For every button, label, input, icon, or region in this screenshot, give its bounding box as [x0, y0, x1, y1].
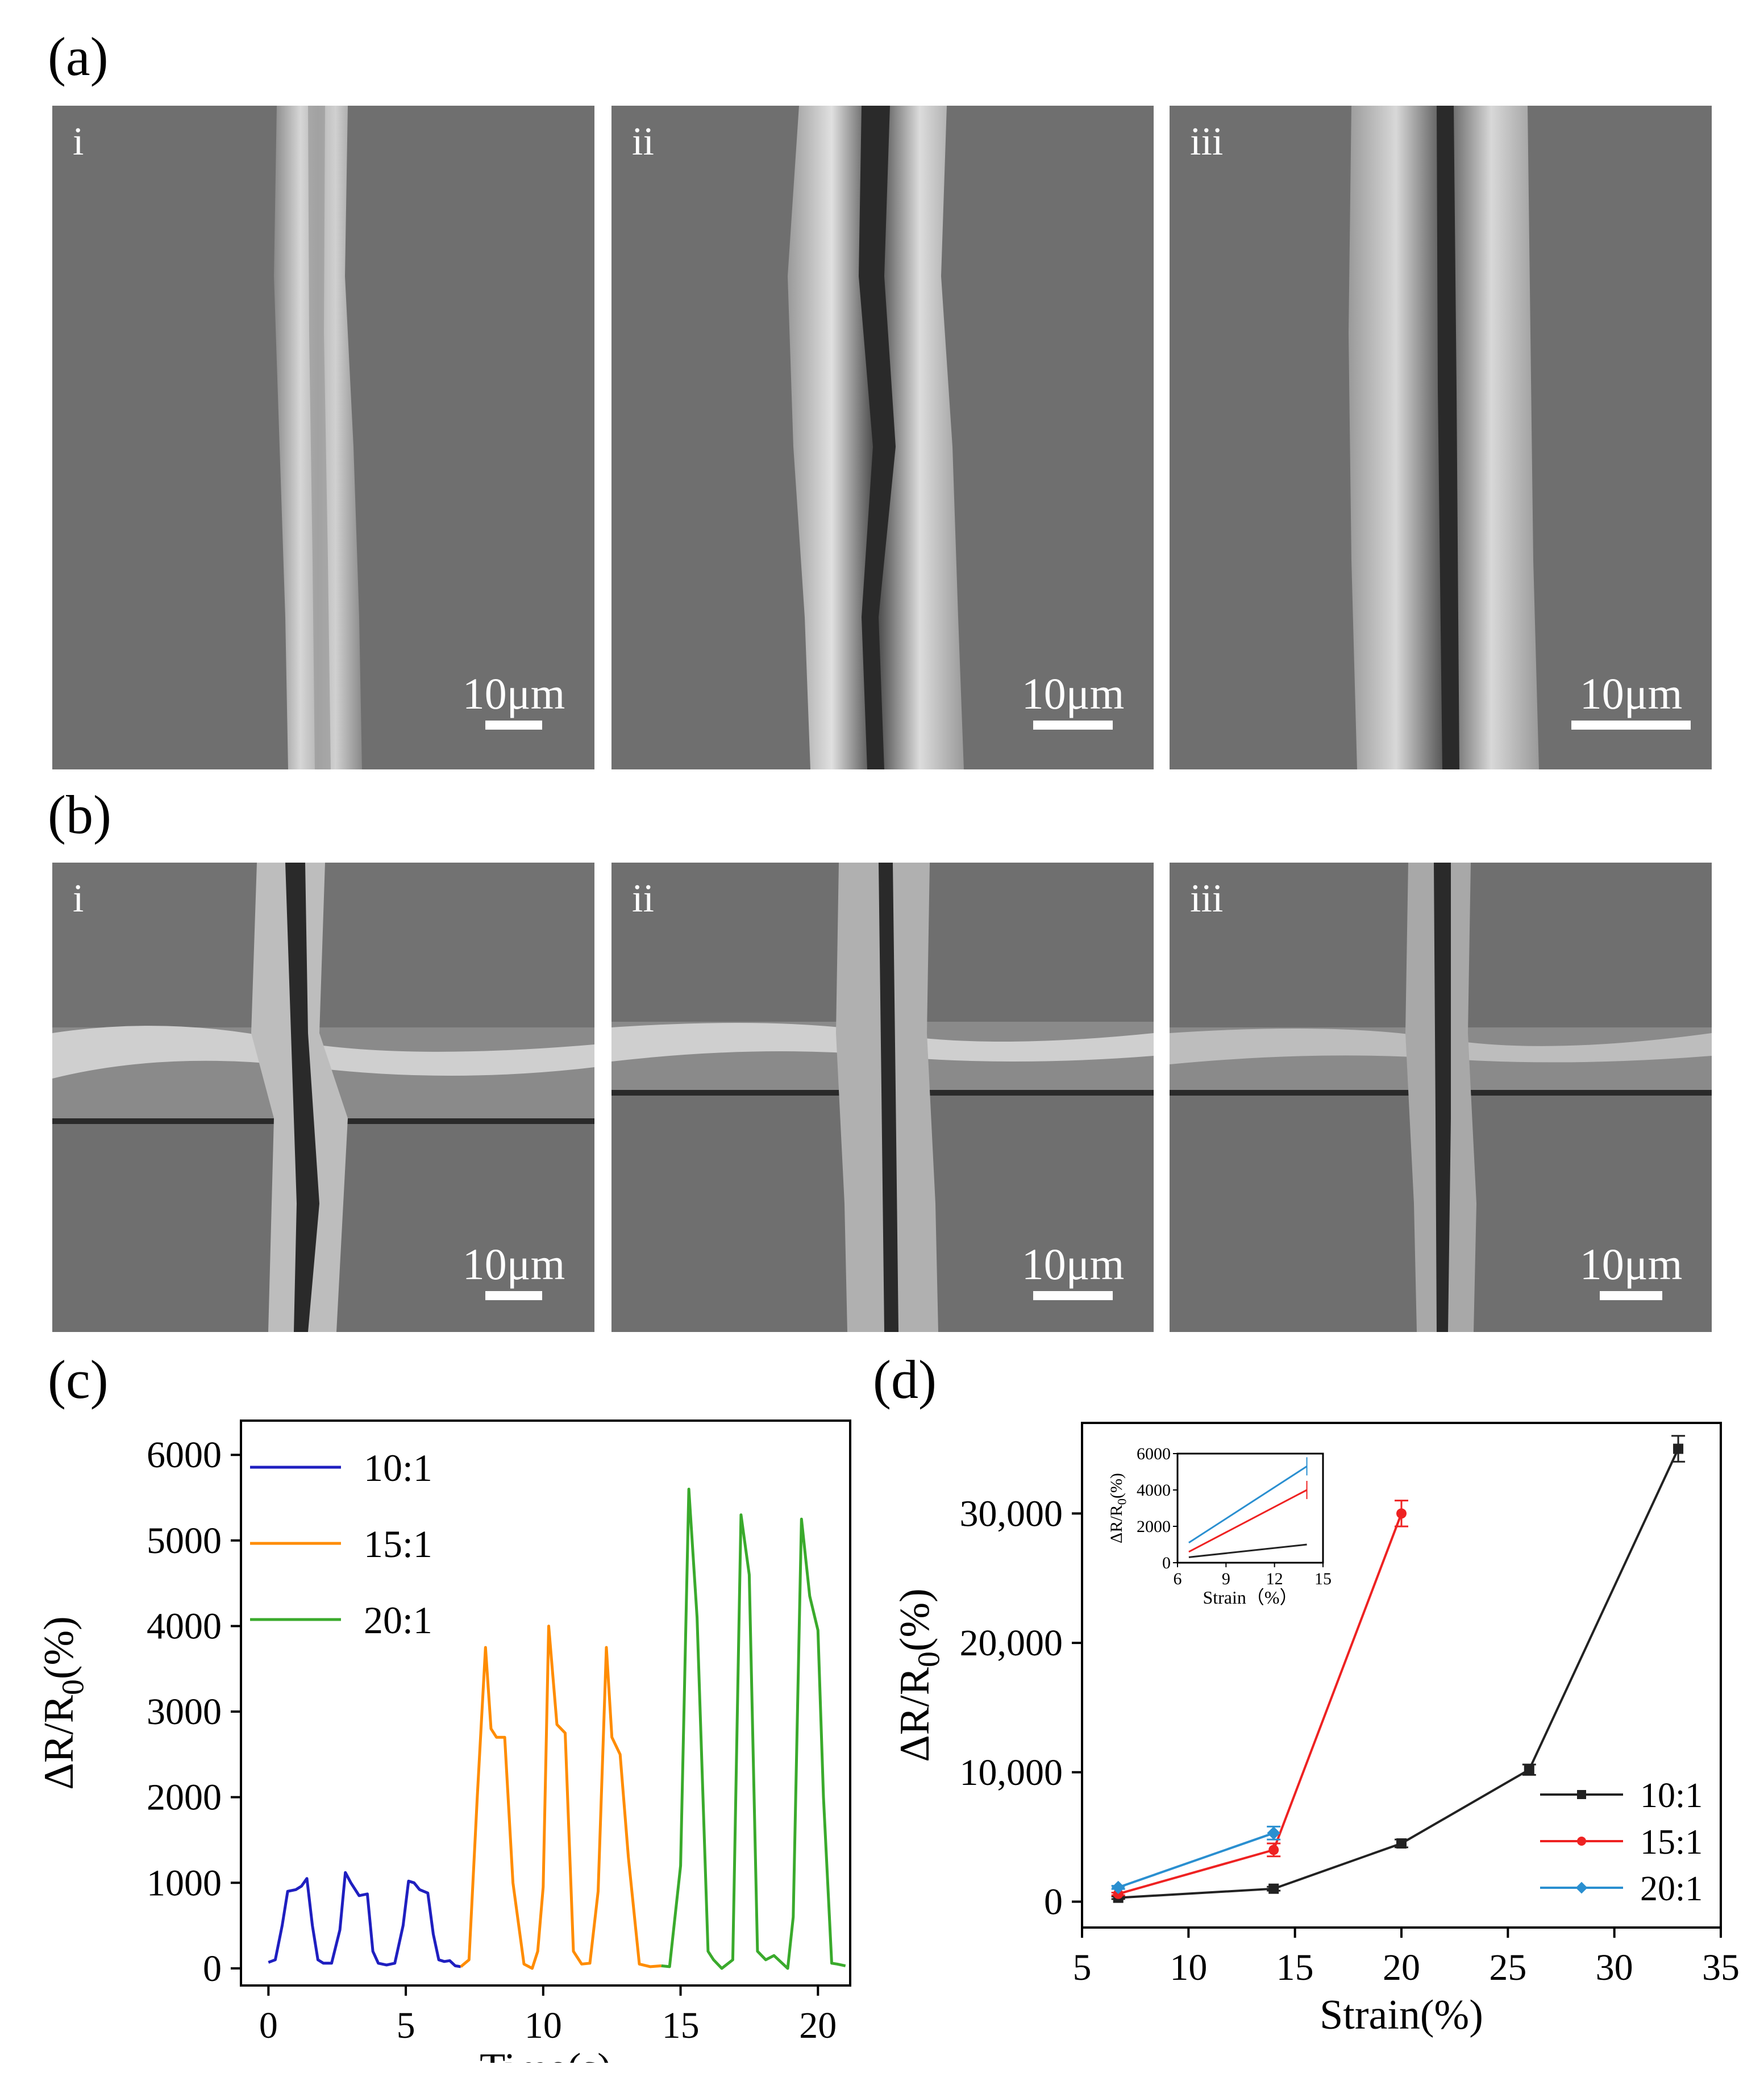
- x-tick-label-c: 20: [799, 2005, 837, 2046]
- x-tick-label-c: 10: [525, 2005, 562, 2046]
- sem-a-ii-texture: [611, 106, 1154, 769]
- sub-label: i: [73, 877, 84, 921]
- y-axis-label-c: ΔR/R0(%): [36, 1616, 91, 1790]
- scale-bar: 10μm: [446, 672, 582, 730]
- scale-bar-label: 10μm: [462, 669, 565, 718]
- panel-label-d: (d): [873, 1349, 937, 1410]
- sem-a-i-texture: [52, 106, 594, 769]
- inset-y-tick-label: 2000: [1137, 1517, 1171, 1536]
- panel-label-a: (a): [48, 26, 109, 87]
- y-tick-label-d: 20,000: [960, 1622, 1063, 1664]
- inset-x-tick-label: 6: [1174, 1570, 1182, 1588]
- sub-label: ii: [632, 877, 654, 921]
- y-tick-label-d: 0: [1044, 1881, 1063, 1922]
- scale-bar: 10μm: [446, 1242, 582, 1300]
- scale-bar-label: 10μm: [1579, 669, 1683, 718]
- inset-y-tick-label: 0: [1162, 1554, 1171, 1572]
- y-tick-label-c: 0: [203, 1948, 222, 1989]
- sub-label: i: [73, 120, 84, 164]
- y-tick-label-c: 3000: [147, 1691, 222, 1733]
- plot-frame-c: [240, 1420, 851, 1987]
- scale-bar: 10μm: [1563, 1242, 1699, 1300]
- y-tick-label-d: 10,000: [960, 1752, 1063, 1793]
- inset-series-line-2: [1188, 1466, 1308, 1544]
- sub-label: ii: [632, 120, 654, 164]
- series-line-20-1: [661, 1488, 846, 1970]
- legend-label-15-1: 15:1: [364, 1522, 432, 1566]
- legend-marker-15-1: [1577, 1837, 1586, 1846]
- inset-y-tick-label: 6000: [1137, 1445, 1171, 1463]
- scale-bar: 10μm: [1005, 1242, 1141, 1300]
- y-tick-label-c: 2000: [147, 1777, 222, 1818]
- inset-x-axis-label: Strain（%）: [1203, 1587, 1297, 1608]
- x-axis-label-d: Strain(%): [1320, 1992, 1483, 2038]
- inset-series-line-1: [1188, 1489, 1308, 1553]
- legend-label-15-1: 15:1: [1640, 1823, 1703, 1862]
- x-tick-label-d: 30: [1596, 1947, 1633, 1988]
- scale-bar-label: 10μm: [1021, 1239, 1125, 1289]
- inset-x-tick-label: 15: [1314, 1570, 1332, 1588]
- sem-b-iii-texture: [1170, 863, 1712, 1332]
- data-point-20-1: [1111, 1880, 1125, 1895]
- x-tick-label-d: 5: [1073, 1947, 1092, 1988]
- scale-bar: 10μm: [1563, 672, 1699, 730]
- x-tick-label-c: 15: [662, 2005, 700, 2046]
- sem-b-i-texture: [52, 863, 594, 1332]
- panel-label-b: (b): [48, 784, 111, 845]
- data-point-15-1: [1268, 1845, 1279, 1855]
- inset-series-line-0: [1188, 1543, 1307, 1558]
- data-point-20-1: [1267, 1826, 1280, 1840]
- x-tick-label-d: 10: [1170, 1947, 1207, 1988]
- y-tick-label-d: 30,000: [960, 1493, 1063, 1534]
- y-axis-label-d: ΔR/R0(%): [892, 1588, 947, 1762]
- x-tick-label-d: 15: [1276, 1947, 1314, 1988]
- data-point-10-1: [1396, 1838, 1407, 1849]
- scale-bar: 10μm: [1005, 672, 1141, 730]
- legend-label-10-1: 10:1: [1640, 1776, 1703, 1815]
- sem-image-b-iii: iii 10μm: [1170, 863, 1712, 1332]
- data-point-10-1: [1673, 1443, 1684, 1454]
- series-line-15-1: [460, 1625, 662, 1970]
- y-tick-label-c: 1000: [147, 1862, 222, 1904]
- inset-y-tick-label: 4000: [1137, 1481, 1171, 1500]
- scale-bar-label: 10μm: [1579, 1239, 1683, 1289]
- sem-image-a-iii: iii 10μm: [1170, 106, 1712, 769]
- y-tick-label-c: 4000: [147, 1605, 222, 1647]
- sub-label: iii: [1190, 877, 1224, 921]
- legend-marker-10-1: [1577, 1790, 1586, 1799]
- series-line-10-1: [268, 1871, 461, 1968]
- sem-image-a-ii: ii 10μm: [611, 106, 1154, 769]
- legend-marker-20-1: [1575, 1881, 1588, 1894]
- x-tick-label-d: 35: [1702, 1947, 1740, 1988]
- inset-x-tick-label: 12: [1266, 1570, 1283, 1588]
- series-line-20-1: [1118, 1831, 1274, 1889]
- y-tick-label-c: 6000: [147, 1434, 222, 1476]
- chart-d: 5 10 15 20 25 30 35 0 10,000 20,000 30,000 Strain(%…: [892, 1422, 1740, 2038]
- legend-label-20-1: 20:1: [364, 1599, 432, 1642]
- data-point-10-1: [1268, 1883, 1279, 1894]
- inset-y-axis-label: ΔR/R0(%): [1107, 1473, 1129, 1543]
- scale-bar-label: 10μm: [1021, 669, 1125, 718]
- sem-b-ii-texture: [611, 863, 1154, 1332]
- x-axis-label-c: Time(s): [480, 2045, 611, 2063]
- y-tick-label-c: 5000: [147, 1520, 222, 1562]
- legend-label-10-1: 10:1: [364, 1446, 432, 1489]
- chart-c: 0 5 10 15 20 0 1000 2000 3000 4000 5000 6000 Time(s)…: [36, 1420, 851, 2063]
- sem-image-a-i: i 10μm: [52, 106, 594, 769]
- legend-label-20-1: 20:1: [1640, 1870, 1703, 1908]
- x-tick-label-d: 20: [1383, 1947, 1420, 1988]
- sem-a-iii-texture: [1170, 106, 1712, 769]
- x-tick-label-d: 25: [1489, 1947, 1526, 1988]
- sem-image-b-i: i 10μm: [52, 863, 594, 1332]
- data-point-10-1: [1524, 1764, 1534, 1775]
- x-tick-label-c: 5: [397, 2005, 415, 2046]
- sub-label: iii: [1190, 120, 1224, 164]
- x-tick-label-c: 0: [259, 2005, 278, 2046]
- scale-bar-label: 10μm: [462, 1239, 565, 1289]
- panel-label-c: (c): [48, 1349, 109, 1410]
- sem-image-b-ii: ii 10μm: [611, 863, 1154, 1332]
- inset-x-tick-label: 9: [1222, 1570, 1230, 1588]
- data-point-15-1: [1396, 1508, 1407, 1519]
